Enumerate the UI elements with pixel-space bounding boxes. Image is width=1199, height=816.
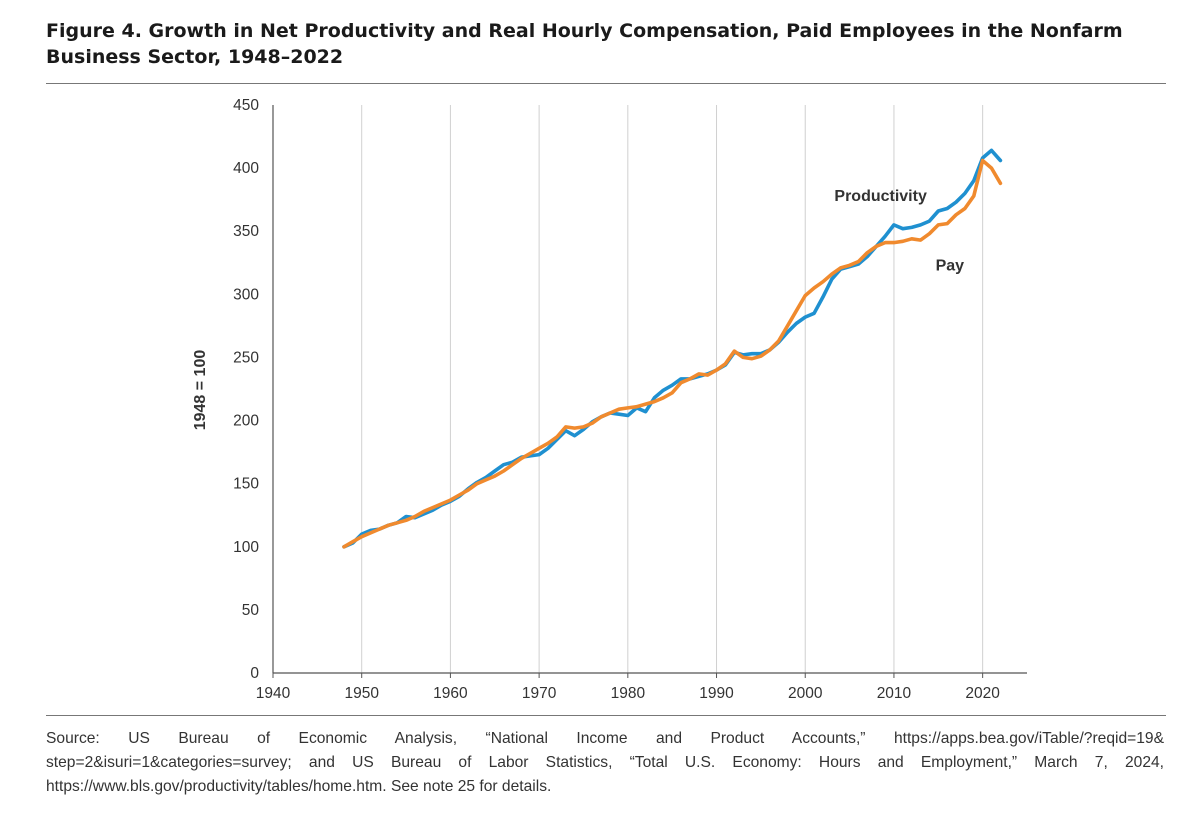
figure-title: Figure 4. Growth in Net Productivity and… <box>46 20 1123 68</box>
x-tick-label-1950: 1950 <box>344 685 379 702</box>
y-tick-label-350: 350 <box>233 223 259 240</box>
y-tick-label-400: 400 <box>233 160 259 177</box>
source-divider <box>46 715 1166 716</box>
x-tick-label-1970: 1970 <box>522 685 557 702</box>
x-tick-label-2010: 2010 <box>877 685 912 702</box>
y-tick-label-100: 100 <box>233 539 259 556</box>
source-note: Source: US Bureau of Economic Analysis, … <box>46 727 1164 799</box>
axes: 1940 1950 1960 1970 1980 1990 2000 2010 2020 0 50 1… <box>192 97 1027 702</box>
source-line-3: https://www.bls.gov/productivity/tables/… <box>46 778 552 795</box>
y-tick-label-200: 200 <box>233 413 259 430</box>
series-labels: Productivity Pay <box>834 188 964 274</box>
series-line-productivity <box>342 148 1003 549</box>
annotation-pay: Pay <box>936 257 965 274</box>
y-tick-label-300: 300 <box>233 286 259 303</box>
series-line-pay <box>342 158 1003 549</box>
y-axis-label: 1948 = 100 <box>192 350 209 431</box>
x-tick-label-2020: 2020 <box>965 685 1000 702</box>
y-tick-label-250: 250 <box>233 349 259 366</box>
source-line-2: step=2&isuri=1&categories=survey; and US… <box>46 754 1164 771</box>
gridlines <box>361 105 984 673</box>
y-tick-label-450: 450 <box>233 97 259 114</box>
y-tick-label-0: 0 <box>250 665 259 682</box>
source-line-1: Source: US Bureau of Economic Analysis, … <box>46 730 1164 747</box>
annotation-productivity: Productivity <box>834 188 927 205</box>
x-tick-label-1940: 1940 <box>256 685 291 702</box>
x-tick-label-1960: 1960 <box>433 685 468 702</box>
y-tick-label-50: 50 <box>242 602 260 619</box>
y-tick-label-150: 150 <box>233 476 259 493</box>
x-tick-label-1990: 1990 <box>699 685 734 702</box>
x-tick-label-1980: 1980 <box>611 685 646 702</box>
title-divider <box>46 83 1166 84</box>
series-lines <box>342 148 1003 549</box>
x-tick-label-2000: 2000 <box>788 685 823 702</box>
